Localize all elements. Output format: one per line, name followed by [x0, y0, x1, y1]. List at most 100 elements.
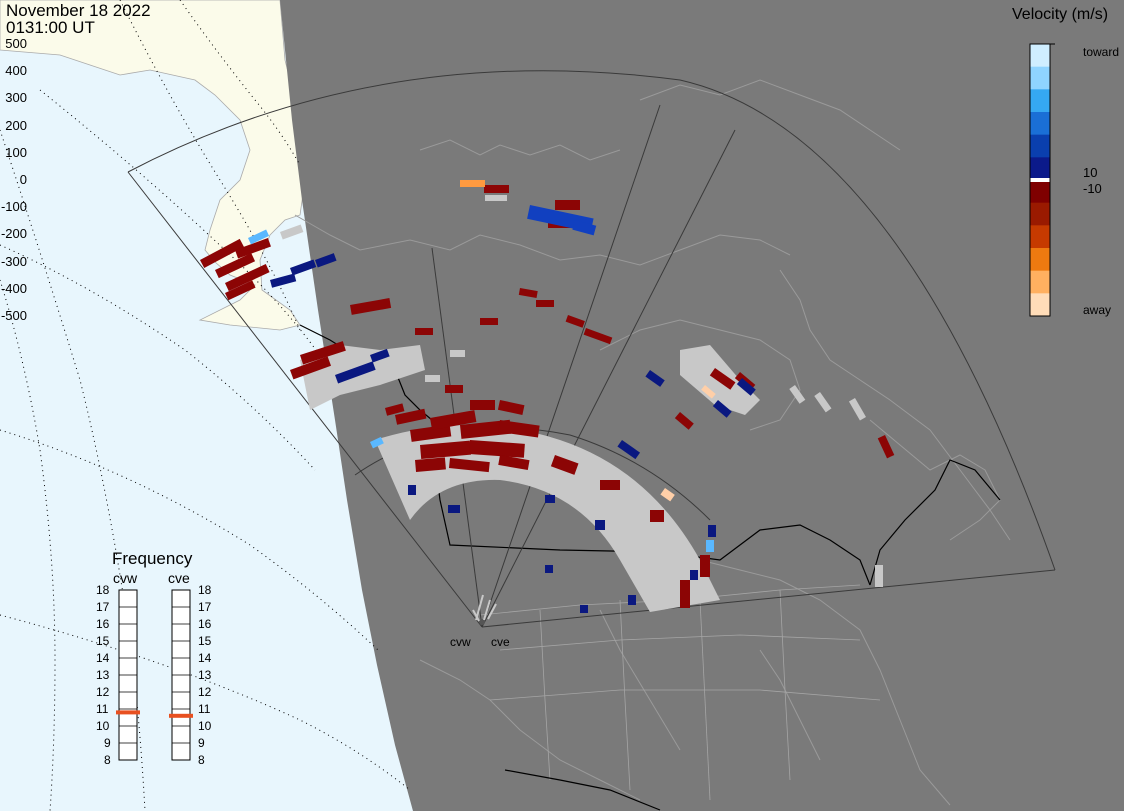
velocity-cell-away	[700, 555, 710, 577]
radar-site-marker	[479, 619, 485, 625]
velocity-cell-ground	[280, 224, 304, 240]
coastlines	[294, 79, 1011, 806]
frequency-tick-label-cvw: 12	[96, 685, 110, 699]
frequency-tick-label-cve: 18	[198, 583, 212, 597]
velocity-cell-toward	[712, 400, 732, 418]
velocity-cell-toward	[269, 273, 297, 288]
colorbar-segments	[1030, 44, 1050, 317]
velocity-cell-toward	[408, 485, 416, 495]
velocity-cell-away	[565, 315, 585, 328]
velocity-cell-away	[583, 327, 613, 345]
frequency-tick-label-cvw: 13	[96, 668, 110, 682]
colorbar-inner-negative-label: -10	[1083, 181, 1102, 196]
frequency-panels	[116, 589, 193, 761]
velocity-cells	[199, 180, 895, 613]
frequency-tick-label-cvw: 17	[96, 600, 110, 614]
velocity-cell-toward	[448, 505, 460, 513]
colorbar-segment	[1030, 134, 1050, 158]
velocity-cell-toward	[545, 565, 553, 573]
velocity-cell-away	[709, 368, 736, 390]
velocity-cell-toward	[736, 378, 756, 396]
frequency-tick-label-cve: 13	[198, 668, 212, 682]
colorbar-title: Velocity (m/s)	[1012, 6, 1109, 23]
frequency-tick-label-cvw: 8	[104, 753, 111, 767]
velocity-cell-toward	[617, 439, 641, 460]
colorbar-inner-positive-label: 10	[1083, 165, 1098, 180]
date-label: November 18 2022	[6, 1, 151, 20]
radar-sites	[472, 594, 497, 625]
velocity-cell-away	[409, 424, 452, 442]
colorbar-segment	[1030, 180, 1050, 204]
colorbar-segment	[1030, 248, 1050, 272]
velocity-cell-toward	[370, 348, 390, 363]
velocity-cell-light-away	[701, 385, 716, 399]
colorbar-tick-label: 200	[5, 117, 27, 133]
velocity-cell-away	[460, 419, 512, 439]
velocity-cell-toward	[290, 259, 317, 276]
frequency-tick-label-cve: 14	[198, 651, 212, 665]
colorbar-tick-label: 500	[5, 36, 27, 51]
colorbar-tick-label: 100	[5, 144, 27, 160]
velocity-cell-away	[415, 328, 433, 335]
radar-label-cve: cve	[491, 635, 510, 649]
velocity-cell-away	[550, 455, 579, 475]
frequency-tick-label-cve: 15	[198, 634, 212, 648]
colorbar-tick-label: -500	[0, 308, 27, 323]
velocity-cell-ground	[789, 385, 806, 404]
velocity-cell-ground	[485, 195, 507, 201]
velocity-cell-away	[650, 510, 664, 522]
velocity-cell-toward	[708, 525, 716, 537]
velocity-cell-away	[877, 434, 895, 459]
velocity-cell-away	[470, 400, 495, 410]
velocity-cell-ground	[875, 565, 883, 587]
velocity-cell-ground	[848, 398, 866, 421]
velocity-cell-orange-away	[460, 180, 485, 187]
velocity-cell-toward	[628, 595, 636, 605]
velocity-cell-away	[536, 300, 554, 307]
time-label: 0131:00 UT	[6, 18, 95, 37]
velocity-cell-away	[498, 420, 540, 438]
night-region	[280, 0, 1124, 811]
colorbar-segment	[1030, 66, 1050, 90]
colorbar-tick-label: -100	[0, 199, 27, 215]
velocity-cell-away	[235, 238, 271, 259]
frequency-tick-label-cve: 11	[198, 702, 211, 716]
velocity-cell-away	[420, 440, 472, 459]
colorbar-segment	[1030, 89, 1050, 113]
frequency-title: Frequency	[112, 549, 193, 568]
frequency-column-title-cve: cve	[168, 570, 190, 586]
frequency-tick-label-cvw: 10	[96, 719, 110, 733]
velocity-cell-away	[600, 480, 620, 490]
frequency-tick-label-cve: 8	[198, 753, 205, 767]
colorbar-segment	[1030, 202, 1050, 226]
velocity-cell-ground	[814, 391, 832, 413]
frequency-tick-label-cvw: 16	[96, 617, 110, 631]
ground-scatter-region	[300, 345, 425, 410]
velocity-cell-away	[680, 580, 690, 608]
colorbar-tick-label: 0	[19, 172, 27, 187]
velocity-colorbar	[1029, 43, 1055, 317]
radar-label-cvw: cvw	[450, 635, 471, 649]
frequency-tick-label-cve: 10	[198, 719, 212, 733]
velocity-cell-away	[350, 298, 392, 315]
frequency-tick-label-cvw: 9	[104, 736, 111, 750]
colorbar-segment	[1030, 44, 1050, 68]
velocity-cell-away	[497, 400, 525, 415]
fov-outline	[127, 70, 1056, 628]
velocity-cell-away	[448, 458, 490, 473]
frequency-panel-cvw	[116, 589, 140, 761]
velocity-cell-away	[484, 185, 509, 193]
frequency-indicator	[116, 710, 140, 715]
velocity-cell-light-toward	[248, 229, 270, 245]
frequency-panel-cve	[169, 589, 193, 761]
velocity-cell-away	[555, 200, 580, 210]
colorbar-away-label: away	[1083, 303, 1112, 317]
velocity-cell-ground	[425, 375, 440, 382]
velocity-cell-away	[498, 454, 530, 471]
velocity-cell-light-away	[660, 488, 675, 502]
velocity-cell-toward	[314, 253, 337, 268]
colorbar-segment	[1030, 270, 1050, 294]
radar-near-range-beams	[472, 594, 497, 622]
ground-scatter-region	[375, 425, 720, 612]
